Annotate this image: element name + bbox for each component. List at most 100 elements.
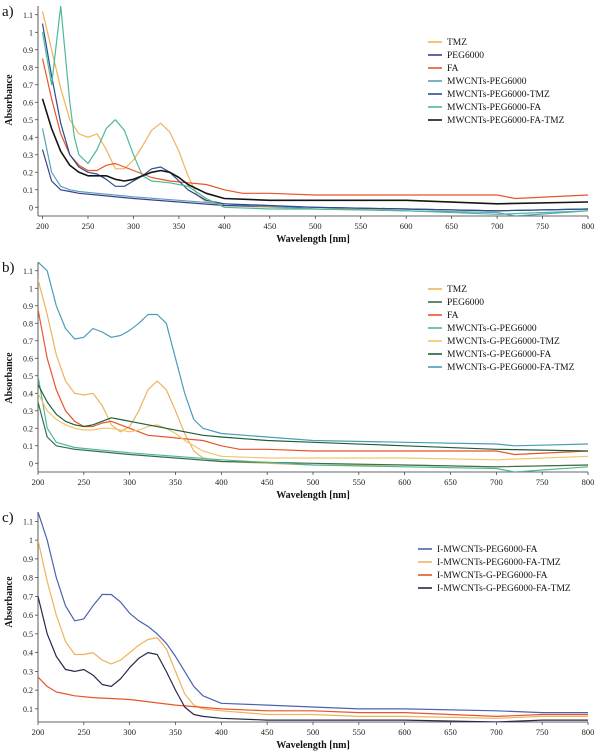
series-line-fa: [38, 309, 588, 456]
legend: TMZ PEG6000 FA MWCNTs-PEG6000 MWCNTs-PEG6000…: [428, 38, 565, 126]
y-tick-label: 0.5: [23, 630, 33, 639]
x-tick-label: 550: [354, 221, 367, 231]
x-tick-label: 550: [352, 477, 365, 487]
series-line-mwcnts-peg6000-fa: [41, 6, 588, 215]
x-axis-title: Wavelength [nm]: [276, 740, 350, 751]
y-tick-label: 0: [29, 203, 33, 212]
y-axis-title: Absorbance: [4, 576, 15, 628]
y-tick-label: 0.7: [23, 81, 33, 90]
y-tick-label: 0.6: [23, 611, 33, 620]
x-tick-label: 800: [582, 477, 595, 487]
legend-label: I-MWCNTs-G-PEG6000-FA-TMZ: [437, 584, 571, 594]
y-tick-label: 0.9: [23, 46, 33, 55]
y-axis-title: Absorbance: [4, 352, 15, 404]
y-tick-label: 0.1: [23, 442, 33, 451]
series-line-mwcnts-g-peg6000: [38, 375, 588, 472]
y-tick-label: 0.6: [23, 354, 33, 363]
panel-label: c): [2, 510, 14, 526]
x-tick-label: 750: [536, 727, 549, 737]
chart-panel-2: c) 200 250 300 350 400 450 500 550 600 650 700 750 80…: [2, 510, 594, 751]
legend-label: FA: [447, 311, 459, 321]
chart-panel-1: b) 200 250 300 350 400 450 500 550 600 650 700 750 80…: [2, 260, 594, 501]
series-line-mwcnts-g-peg6000-tmz: [38, 393, 588, 461]
x-tick-label: 250: [77, 727, 90, 737]
series-line-mwcnts-peg6000-tmz: [41, 23, 588, 212]
x-tick-label: 400: [215, 727, 228, 737]
legend-label: MWCNTs-PEG6000-FA-TMZ: [447, 116, 565, 126]
y-tick-label: 0.4: [23, 133, 33, 142]
legend-label: PEG6000: [447, 298, 484, 308]
series-line-mwcnts-peg6000-fa-tmz: [41, 98, 588, 205]
y-tick-label: 0.9: [23, 555, 33, 564]
y-tick-label: 1.1: [23, 267, 33, 276]
x-tick-label: 200: [36, 221, 49, 231]
x-tick-label: 450: [261, 477, 274, 487]
y-tick-label: 1: [29, 28, 33, 37]
series-line-mwcnts-g-peg6000-fa: [38, 384, 588, 452]
legend-label: I-MWCNTs-PEG6000-FA: [437, 545, 538, 555]
y-tick-label: 0.4: [23, 389, 33, 398]
series-line-tmz: [38, 279, 588, 468]
legend-label: MWCNTs-PEG6000-FA: [447, 103, 541, 113]
x-tick-label: 200: [32, 727, 45, 737]
legend-label: TMZ: [447, 38, 467, 48]
x-tick-label: 700: [490, 477, 503, 487]
y-tick-label: 0.2: [23, 686, 33, 695]
x-tick-label: 500: [307, 727, 320, 737]
y-tick-label: 0.2: [23, 424, 33, 433]
y-tick-label: 1: [29, 284, 33, 293]
legend-label: TMZ: [447, 285, 467, 295]
y-tick-label: 1.1: [23, 517, 33, 526]
y-tick-label: 0.7: [23, 592, 33, 601]
x-tick-label: 500: [307, 477, 320, 487]
y-tick-label: 0.3: [23, 667, 33, 676]
y-tick-label: 0.3: [23, 151, 33, 160]
x-tick-label: 400: [215, 477, 228, 487]
series-line-mwcnts-peg6000: [41, 128, 588, 216]
legend-label: MWCNTs-G-PEG6000-TMZ: [447, 337, 560, 347]
x-tick-label: 550: [352, 727, 365, 737]
y-tick-label: 0.8: [23, 574, 33, 583]
x-tick-label: 800: [582, 727, 595, 737]
x-tick-label: 700: [491, 221, 504, 231]
y-tick-label: 0.8: [23, 63, 33, 72]
y-tick-label: 0.7: [23, 337, 33, 346]
x-tick-label: 800: [582, 221, 595, 231]
x-tick-label: 500: [309, 221, 322, 231]
legend-label: PEG6000: [447, 51, 484, 61]
y-tick-label: 0: [29, 459, 33, 468]
y-tick-label: 0.6: [23, 98, 33, 107]
series-line-i-mwcnts-g-peg6000-fa-tmz: [38, 596, 588, 722]
legend-label: MWCNTs-G-PEG6000-FA: [447, 350, 551, 360]
series-line-tmz: [41, 11, 588, 212]
x-tick-label: 600: [398, 727, 411, 737]
x-tick-label: 350: [169, 727, 182, 737]
x-tick-label: 350: [169, 477, 182, 487]
x-axis-title: Wavelength [nm]: [276, 490, 350, 501]
legend: I-MWCNTs-PEG6000-FA I-MWCNTs-PEG6000-FA-T…: [418, 545, 571, 594]
y-tick-label: 0.1: [23, 705, 33, 714]
y-tick-label: 0.5: [23, 372, 33, 381]
panel-label: a): [2, 4, 14, 20]
y-tick-label: 0.1: [23, 186, 33, 195]
panel-label: b): [2, 260, 15, 276]
x-tick-label: 350: [173, 221, 186, 231]
series-line-fa: [41, 58, 588, 200]
y-tick-label: 0.9: [23, 302, 33, 311]
x-tick-label: 450: [261, 727, 274, 737]
x-tick-label: 300: [127, 221, 140, 231]
series-line-peg6000: [41, 149, 588, 212]
legend-label: MWCNTs-PEG6000-TMZ: [447, 90, 550, 100]
y-tick-label: 0.4: [23, 649, 33, 658]
legend-label: I-MWCNTs-G-PEG6000-FA: [437, 571, 548, 581]
x-tick-label: 300: [123, 727, 136, 737]
series-line-i-mwcnts-g-peg6000-fa: [38, 676, 588, 717]
x-tick-label: 300: [123, 477, 136, 487]
y-tick-label: 1.1: [23, 11, 33, 20]
x-tick-label: 750: [536, 221, 549, 231]
y-tick-label: 1: [29, 536, 33, 545]
y-axis-title: Absorbance: [4, 74, 15, 126]
legend-label: FA: [447, 64, 459, 74]
x-tick-label: 650: [444, 727, 457, 737]
